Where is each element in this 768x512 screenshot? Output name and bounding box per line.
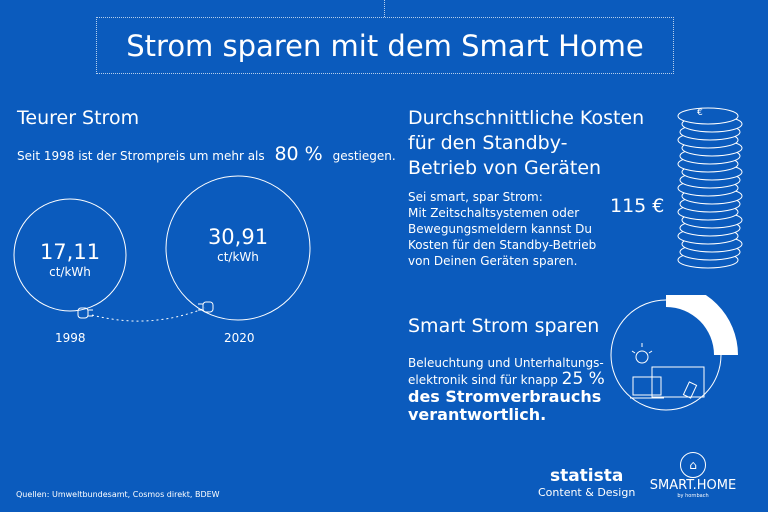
year-1998: 1998 [55,331,86,345]
unit-1998: ct/kWh [49,265,91,279]
cable [91,307,206,322]
bold-line: des Stromverbrauchs [408,387,602,406]
share-arc [666,295,738,355]
price-circles-graphic [13,175,311,322]
standby-heading: Durchschnittliche Kosten für den Standby… [408,106,644,181]
heading-line: Betrieb von Geräten [408,157,602,179]
devices-icon [630,343,705,399]
text-line: von Deinen Geräten sparen. [408,254,578,268]
circle-2020 [165,175,311,321]
euro-icon: € [697,108,703,118]
text-line: Kosten für den Standby-Betrieb [408,238,597,252]
text-line: Sei smart, spar Strom: [408,190,543,204]
coin [677,107,739,125]
standby-cost: 115 € [610,195,665,217]
logo-text: SMART.HOME [649,478,737,493]
heading-line: für den Standby- [408,132,568,154]
price-1998: 17,11 [39,240,101,264]
plug-icon [198,301,214,313]
share-donut-graphic [610,295,738,411]
standby-text: Sei smart, spar Strom: Mit Zeitschaltsys… [408,189,596,269]
year-2020: 2020 [224,331,255,345]
logo-subtext: Content & Design [538,486,636,499]
text-line: Mit Zeitschaltsystemen oder [408,206,580,220]
page-title: Strom sparen mit dem Smart Home [96,17,674,74]
logo-subtext: by hornbach [677,493,709,499]
section-heading-expensive: Teurer Strom [17,107,140,129]
smart-heading: Smart Strom sparen [408,315,600,337]
coin-stack-icon [677,107,743,269]
text-line: Beleuchtung und Unterhaltungs- [408,356,604,370]
text: gestiegen. [332,149,396,163]
circle-1998 [13,198,127,312]
home-icon: ⌂ [680,452,706,478]
logo-text: statista [549,466,624,486]
text: Seit 1998 ist der Strompreis um mehr als [17,149,265,163]
price-increase-text: Seit 1998 ist der Strompreis um mehr als… [17,143,396,165]
plug-icon [77,307,93,319]
percent-value: 25 % [561,369,605,389]
percent-value: 80 % [274,143,323,165]
text-line: Bewegungsmeldern kannst Du [408,222,592,236]
statista-logo: statista Content & Design [538,466,635,499]
heading-line: Durchschnittliche Kosten [408,107,645,129]
sources: Quellen: Umweltbundesamt, Cosmos direkt,… [16,490,220,499]
unit-2020: ct/kWh [217,250,259,264]
divider [384,0,385,17]
smarthome-logo: ⌂ SMART.HOME by hornbach [645,452,741,499]
text-line: elektronik sind für knapp [408,373,558,387]
price-2020: 30,91 [207,225,269,249]
bold-line: verantwortlich. [408,405,547,424]
smart-text: Beleuchtung und Unterhaltungs- elektroni… [408,355,605,424]
